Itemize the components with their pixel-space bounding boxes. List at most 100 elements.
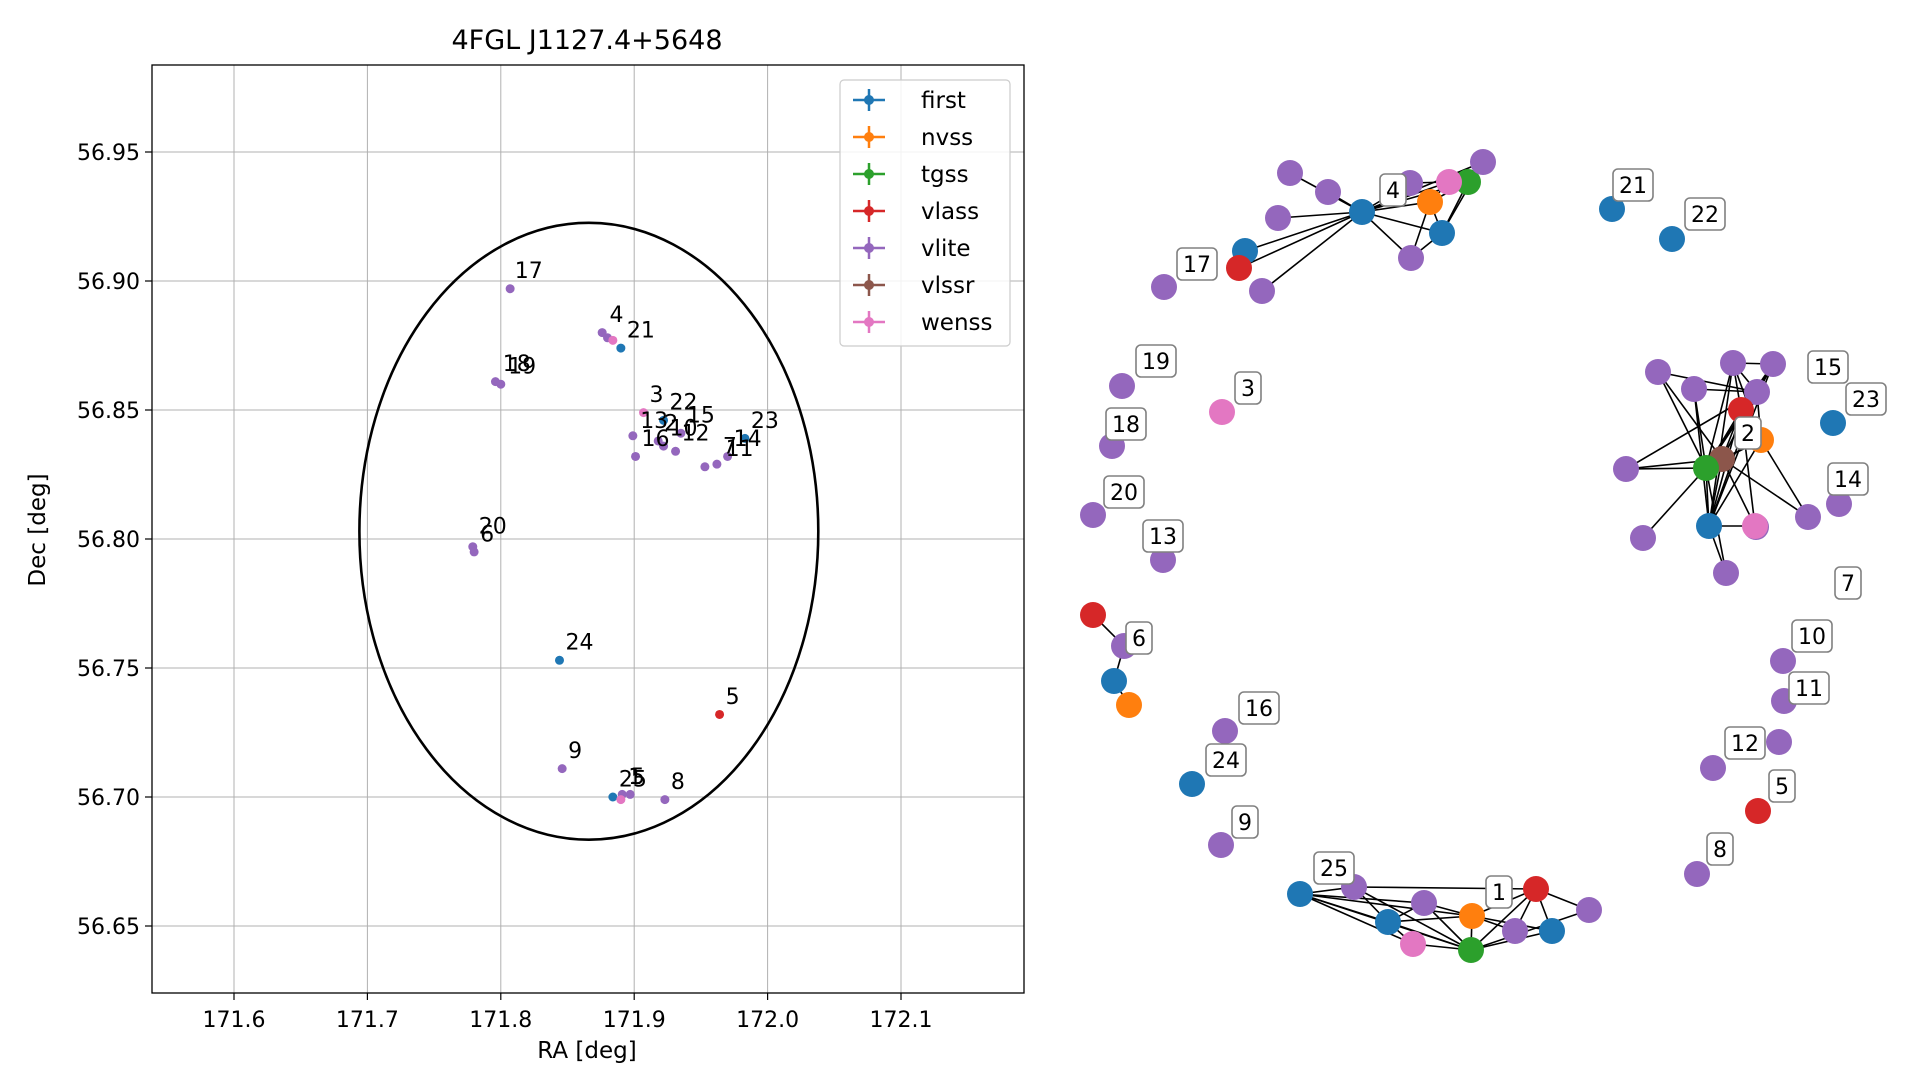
x-tick-label: 171.6 [203, 1008, 266, 1033]
network-label-box [1231, 805, 1259, 839]
legend-label-nvss: nvss [921, 125, 973, 151]
network-node-vlite [1249, 278, 1275, 304]
source-point-vlite [671, 446, 681, 456]
network-node-vlite [1502, 918, 1528, 944]
network-label-box [1612, 168, 1654, 202]
network-graph: 21 22 4 17 19 3 18 20 13 6 16 24 9 25 1 15 23 2 14 7 10 11 12 5… [1080, 149, 1887, 963]
network-label-box [1845, 382, 1887, 416]
network-edge [1261, 211, 1363, 292]
source-point-first [554, 655, 564, 665]
network-edge [1657, 371, 1758, 393]
network-node-vlite [1613, 456, 1639, 482]
network-node-label: 4 [1386, 179, 1400, 204]
source-label: 5 [631, 765, 645, 790]
network-node-vlite [1681, 376, 1707, 402]
network-label-box [1125, 621, 1153, 655]
network-label-box [1205, 743, 1247, 777]
network-edge [1760, 439, 1809, 518]
network-node-vlite [1720, 350, 1746, 376]
y-axis-label: Dec [deg] [25, 473, 51, 586]
network-node-label: 14 [1834, 468, 1862, 493]
network-node-vlite [1212, 718, 1238, 744]
source-point-vlite [631, 451, 641, 461]
network-label-box [1788, 671, 1830, 705]
network-label-box [1142, 519, 1184, 553]
network-label-box [1103, 475, 1145, 509]
network-node-label: 5 [1775, 775, 1789, 800]
network-node-vlite [1576, 897, 1602, 923]
network-edge [1387, 915, 1473, 923]
network-node-label: 17 [1183, 253, 1211, 278]
legend-marker-vlite [864, 243, 874, 253]
network-node-label: 12 [1731, 732, 1759, 757]
network-node-vlite [1645, 359, 1671, 385]
network-node-nvss [1417, 189, 1443, 215]
network-node-label: 6 [1132, 627, 1146, 652]
legend-label-vlssr: vlssr [921, 273, 975, 299]
x-ticks: 171.6 171.7 171.8 171.9 172.0 172.1 [203, 993, 932, 1033]
source-label: 18 [503, 352, 531, 377]
network-edge [1705, 362, 1734, 469]
network-node-vlite [1411, 890, 1437, 916]
source-label: 16 [642, 427, 670, 452]
x-tick-label: 171.9 [603, 1008, 666, 1033]
network-node-first [1375, 909, 1401, 935]
network-node-nvss [1116, 692, 1142, 718]
network-node-vlass [1523, 876, 1549, 902]
source-label: 14 [734, 427, 762, 452]
source-point-wenss [639, 408, 649, 418]
network-edge [1470, 888, 1537, 951]
source-point-vlass [715, 709, 725, 719]
y-tick-label: 56.90 [77, 270, 140, 295]
legend-label-wenss: wenss [921, 310, 993, 336]
network-node-vlite [1151, 274, 1177, 300]
network-edge [1299, 893, 1414, 945]
network-node-label: 8 [1713, 838, 1727, 863]
network-node-tgss [1455, 169, 1481, 195]
network-node-label: 13 [1149, 525, 1177, 550]
network-edge [1353, 886, 1472, 951]
network-edge [1657, 371, 1723, 460]
source-point-vlite [625, 789, 635, 799]
network-label-box [1379, 173, 1407, 207]
source-point-vlite [505, 284, 515, 294]
plot-frame [151, 64, 1025, 994]
network-node-vlite [1398, 245, 1424, 271]
network-node-first [1659, 226, 1685, 252]
source-point-vlite [496, 379, 506, 389]
source-label: 23 [751, 409, 779, 434]
network-label-box [1238, 691, 1280, 725]
network-node-label: 16 [1245, 697, 1273, 722]
network-node-label: 24 [1212, 749, 1240, 774]
legend-label-tgss: tgss [921, 162, 969, 188]
source-label: 10 [670, 417, 698, 442]
network-node-tgss [1458, 937, 1484, 963]
network-node-vlass [1745, 798, 1771, 824]
network-node-tgss [1693, 455, 1719, 481]
network-node-first [1599, 196, 1625, 222]
source-label: 6 [480, 522, 494, 547]
source-point-vlite [660, 795, 670, 805]
network-edge [1361, 211, 1443, 234]
y-tick-label: 56.80 [77, 528, 140, 553]
legend-marker-wenss [864, 317, 874, 327]
network-edge [1470, 909, 1590, 951]
x-axis-label: RA [deg] [537, 1038, 636, 1064]
source-label: 19 [508, 355, 536, 380]
network-node-vlite [1684, 861, 1710, 887]
network-label-box [1485, 875, 1513, 909]
source-point-vlite [723, 451, 733, 461]
network-node-label: 1 [1492, 881, 1506, 906]
source-point-vlite [469, 547, 479, 557]
source-label: 3 [650, 383, 664, 408]
network-label-box [1834, 566, 1862, 600]
source-label: 9 [568, 739, 582, 764]
source-label: 13 [640, 409, 668, 434]
network-node-first [1820, 410, 1846, 436]
source-point-wenss [616, 795, 626, 805]
source-points [468, 284, 750, 805]
network-node-vlite [1795, 504, 1821, 530]
source-label: 21 [627, 319, 655, 344]
network-node-vlite [1080, 502, 1106, 528]
